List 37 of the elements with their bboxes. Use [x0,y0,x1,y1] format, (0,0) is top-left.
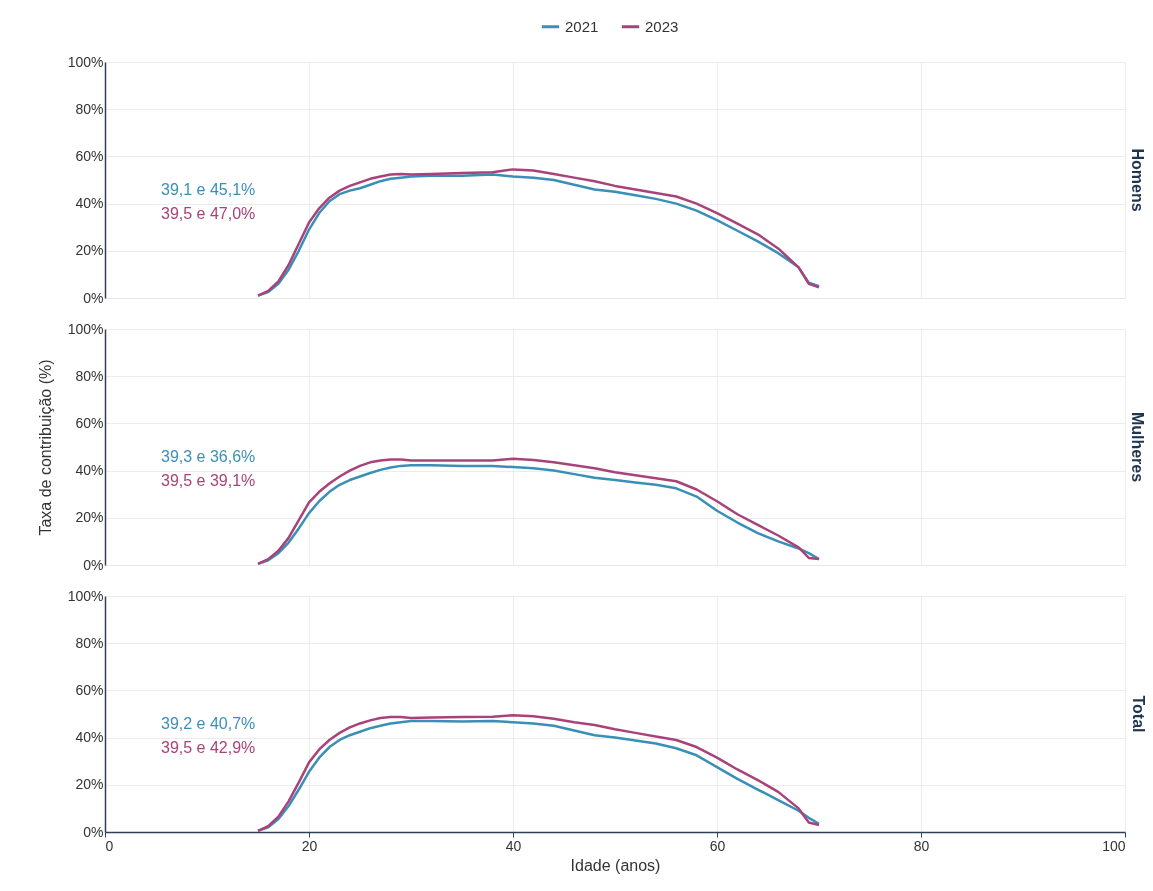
x-tick-label: 60 [709,837,726,854]
annotation: 39,2 e 40,7% [161,715,256,732]
text: Homens [1129,148,1146,212]
y-tick-label: 60% [75,414,104,431]
y-tick-label: 100% [67,53,104,70]
y-tick-label: 20% [75,509,104,526]
y-tick-label: 100% [67,320,104,337]
x-axis-title: Idade (anos) [570,856,661,874]
y-tick-label: 80% [75,367,104,384]
x-tick-label: 40 [505,837,522,854]
y-tick-label: 60% [75,681,104,698]
y-tick-label: 40% [75,195,104,212]
y-tick-label: 80% [75,100,104,117]
annotation: 39,5 e 42,9% [161,739,256,756]
y-tick-label: 80% [75,634,104,651]
text: Total [1129,695,1147,733]
y-axis-title: Taxa de contribuição (%) [36,359,54,536]
y-tick-label: 60% [75,147,104,164]
x-tick-label: 80 [913,837,930,854]
y-tick-label: 0% [83,289,104,306]
y-tick-label: 40% [75,462,104,479]
y-tick-label: 20% [75,242,104,259]
legend-label: 2021 [565,17,599,35]
y-tick-label: 0% [83,556,104,573]
y-tick-label: 100% [67,587,104,604]
annotation: 39,5 e 39,1% [161,472,256,489]
x-tick-label: 0 [105,837,114,854]
annotation: 39,3 e 36,6% [161,448,256,465]
legend-label: 2023 [645,17,679,35]
text: Mulheres [1129,411,1146,483]
y-tick-label: 40% [75,729,104,746]
x-tick-label: 100 [1102,837,1126,854]
x-tick-label: 20 [301,837,318,854]
annotation: 39,1 e 45,1% [161,181,256,198]
y-tick-label: 0% [83,823,104,840]
annotation: 39,5 e 47,0% [161,205,256,222]
y-tick-label: 20% [75,776,104,793]
